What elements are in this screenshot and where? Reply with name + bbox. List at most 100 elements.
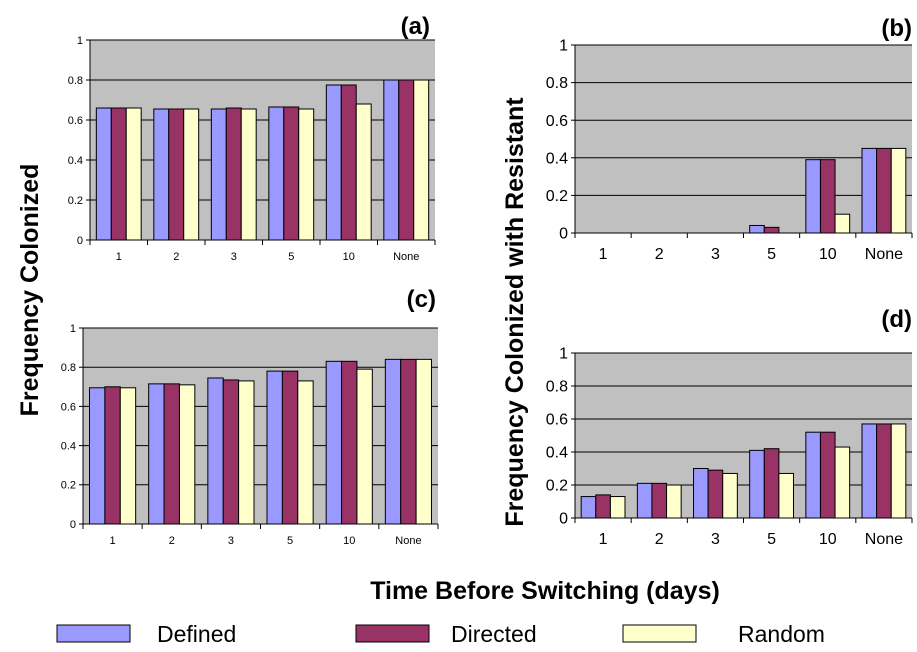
legend-label-directed: Directed bbox=[451, 621, 537, 647]
bar bbox=[148, 383, 165, 525]
y-tick-label: 0.2 bbox=[546, 188, 568, 205]
bar bbox=[834, 446, 851, 519]
bar bbox=[207, 377, 224, 525]
bar bbox=[651, 482, 668, 519]
bar bbox=[876, 147, 892, 234]
bar bbox=[890, 147, 907, 234]
legend-label-defined: Defined bbox=[157, 621, 236, 647]
plot-area bbox=[90, 40, 435, 240]
y-tick-label: 0.8 bbox=[61, 362, 76, 374]
x-tick-label: 3 bbox=[711, 531, 720, 548]
bar bbox=[693, 468, 709, 519]
x-tick-label: None bbox=[865, 531, 903, 548]
x-tick-label: 10 bbox=[343, 251, 355, 263]
y-tick-label: 1 bbox=[559, 346, 568, 363]
plot-area bbox=[83, 328, 438, 524]
bar bbox=[325, 84, 342, 241]
y-tick-label: 0.2 bbox=[61, 480, 76, 492]
bar bbox=[110, 107, 127, 241]
x-tick-label: None bbox=[865, 246, 903, 263]
bar bbox=[325, 360, 343, 525]
bar bbox=[225, 107, 242, 241]
bar bbox=[609, 496, 626, 519]
bar bbox=[876, 423, 892, 519]
bar bbox=[805, 159, 821, 234]
legend: Defined Directed Random bbox=[56, 621, 825, 647]
bar bbox=[222, 379, 240, 525]
bar bbox=[707, 469, 724, 519]
bar bbox=[104, 386, 121, 525]
bar bbox=[125, 107, 142, 241]
bar bbox=[778, 472, 794, 519]
bar bbox=[240, 108, 257, 241]
chart-panel-4: 0 0.2 0.4 0.6 0.8 1 1 2 3 5 10 None (d) bbox=[546, 306, 913, 548]
plot-area bbox=[575, 353, 912, 518]
bar bbox=[355, 103, 372, 241]
y-tick-label: 0.6 bbox=[546, 113, 568, 130]
bar bbox=[210, 108, 227, 241]
x-tick-label: 10 bbox=[819, 246, 837, 263]
x-tick-label: 3 bbox=[711, 246, 720, 263]
x-axis-label: Time Before Switching (days) bbox=[370, 577, 720, 605]
bar bbox=[383, 79, 400, 241]
y-tick-label: 0.8 bbox=[68, 75, 83, 87]
bar bbox=[341, 360, 358, 525]
bar bbox=[666, 484, 682, 519]
x-tick-label: 2 bbox=[169, 535, 175, 547]
bar bbox=[266, 370, 283, 525]
bar bbox=[722, 472, 738, 519]
bar bbox=[183, 108, 200, 241]
bar bbox=[283, 106, 300, 241]
y-tick-label: 0.2 bbox=[68, 195, 83, 207]
chart-panel-3: 0 0.2 0.4 0.6 0.8 1 1 2 3 5 10 None (c) bbox=[61, 286, 439, 547]
bar bbox=[400, 358, 417, 525]
bar bbox=[890, 423, 907, 519]
bar bbox=[763, 448, 780, 519]
bar bbox=[819, 431, 836, 519]
right-y-axis-label: Frequency Colonized with Resistant bbox=[501, 97, 529, 527]
left-y-axis-label: Frequency Colonized bbox=[16, 164, 44, 417]
y-tick-label: 0.4 bbox=[68, 155, 83, 167]
bar bbox=[168, 108, 185, 241]
x-tick-label: 5 bbox=[767, 531, 776, 548]
bar bbox=[268, 106, 285, 241]
legend-swatch-directed bbox=[355, 624, 430, 643]
chart-panel-1: 0 0.2 0.4 0.6 0.8 1 1 2 3 5 10 None (a) bbox=[68, 13, 436, 263]
bar bbox=[340, 84, 357, 241]
y-tick-label: 0.8 bbox=[546, 379, 568, 396]
y-tick-label: 0.8 bbox=[546, 75, 568, 92]
chart-panel-2: 0 0.2 0.4 0.6 0.8 1 1 2 3 5 10 None (b) bbox=[546, 15, 913, 263]
bar bbox=[413, 79, 430, 241]
y-tick-label: 1 bbox=[77, 35, 83, 47]
bar bbox=[384, 358, 402, 525]
bar bbox=[749, 449, 765, 519]
bar bbox=[297, 380, 314, 525]
y-tick-label: 0.2 bbox=[546, 478, 568, 495]
x-tick-label: 5 bbox=[288, 251, 294, 263]
bar bbox=[595, 494, 611, 519]
plot-area bbox=[575, 45, 912, 233]
x-tick-label: 2 bbox=[655, 246, 664, 263]
y-tick-label: 0.4 bbox=[546, 445, 568, 462]
x-tick-label: 3 bbox=[228, 535, 234, 547]
y-tick-label: 0.6 bbox=[61, 401, 76, 413]
bar bbox=[95, 107, 112, 241]
bar bbox=[298, 108, 315, 241]
y-tick-label: 1 bbox=[70, 323, 76, 335]
bar bbox=[398, 79, 415, 241]
x-tick-label: 1 bbox=[110, 535, 116, 547]
x-tick-label: 5 bbox=[767, 246, 776, 263]
legend-swatch-random bbox=[622, 624, 697, 643]
x-tick-label: None bbox=[395, 535, 421, 547]
bar bbox=[238, 380, 255, 525]
y-tick-label: 0.4 bbox=[61, 440, 76, 452]
y-tick-label: 0 bbox=[559, 226, 568, 243]
bar bbox=[178, 384, 196, 525]
bar bbox=[805, 431, 821, 519]
x-tick-label: 5 bbox=[287, 535, 293, 547]
legend-label-random: Random bbox=[738, 621, 825, 647]
x-tick-label: 10 bbox=[819, 531, 837, 548]
panel-letter: (d) bbox=[881, 306, 912, 333]
panel-letter: (c) bbox=[407, 286, 436, 313]
